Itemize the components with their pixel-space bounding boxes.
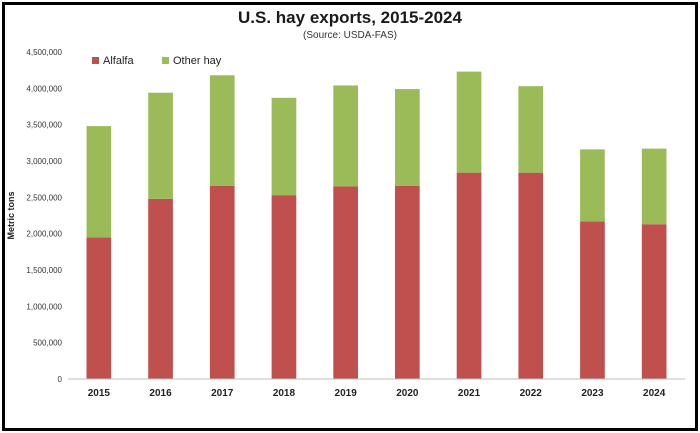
y-tick-label: 4,500,000 — [26, 48, 62, 57]
legend: Alfalfa Other hay — [92, 55, 222, 67]
legend-label-alfalfa: Alfalfa — [103, 55, 134, 67]
bar-other-hay — [641, 148, 667, 225]
bar-other-hay — [395, 89, 420, 186]
y-tick-label: 3,000,000 — [26, 157, 62, 166]
x-tick-label: 2016 — [149, 388, 172, 399]
x-tick-label: 2023 — [581, 388, 604, 399]
y-axis-label: Metric tons — [6, 191, 16, 239]
bar-alfalfa — [86, 237, 112, 379]
x-axis-ticks: 2015 2016 2017 2018 2019 2020 2021 2022 2023 2024 — [88, 388, 666, 399]
y-tick-label: 2,000,000 — [26, 230, 62, 239]
x-tick-label: 2024 — [643, 388, 666, 399]
chart-subtitle: (Source: USDA-FAS) — [303, 30, 397, 41]
y-tick-label: 3,500,000 — [26, 121, 62, 130]
bar-alfalfa — [395, 185, 420, 379]
x-tick-label: 2018 — [273, 388, 296, 399]
y-tick-label: 4,000,000 — [26, 84, 62, 93]
bar-alfalfa — [209, 185, 235, 379]
bar-other-hay — [456, 71, 482, 173]
y-tick-label: 2,500,000 — [26, 193, 62, 202]
bar-other-hay — [148, 92, 173, 199]
bar-other-hay — [209, 75, 235, 186]
chart-title: U.S. hay exports, 2015-2024 — [238, 8, 462, 27]
legend-swatch-alfalfa — [92, 57, 99, 64]
bar-other-hay — [580, 149, 605, 222]
bar-alfalfa — [580, 221, 605, 379]
legend-swatch-other-hay — [162, 57, 169, 64]
x-tick-label: 2022 — [520, 388, 543, 399]
x-tick-label: 2020 — [396, 388, 419, 399]
bar-alfalfa — [271, 195, 297, 379]
bars — [86, 71, 667, 379]
y-axis-ticks: 0 500,000 1,000,000 1,500,000 2,000,000 2,500… — [26, 48, 62, 384]
bar-other-hay — [271, 97, 297, 196]
y-tick-label: 1,000,000 — [26, 302, 62, 311]
bar-alfalfa — [148, 198, 173, 379]
bar-other-hay — [86, 126, 112, 238]
x-tick-label: 2021 — [458, 388, 481, 399]
bar-other-hay — [518, 86, 544, 173]
x-tick-label: 2019 — [335, 388, 358, 399]
x-tick-label: 2015 — [88, 388, 111, 399]
y-tick-label: 1,500,000 — [26, 266, 62, 275]
legend-label-other-hay: Other hay — [173, 55, 222, 67]
bar-other-hay — [333, 85, 358, 187]
bar-alfalfa — [456, 172, 482, 379]
y-tick-label: 500,000 — [33, 339, 62, 348]
y-tick-label: 0 — [58, 375, 63, 384]
bar-alfalfa — [641, 224, 667, 379]
x-tick-label: 2017 — [211, 388, 234, 399]
bar-alfalfa — [518, 172, 544, 379]
bar-alfalfa — [333, 186, 358, 379]
